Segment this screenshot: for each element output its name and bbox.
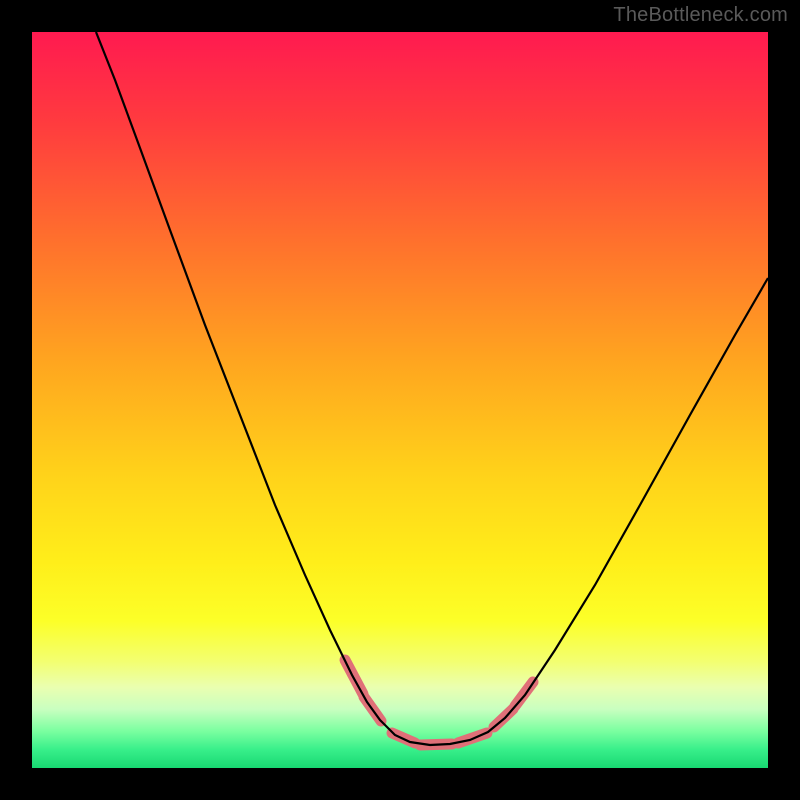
watermark-text: TheBottleneck.com (613, 4, 788, 27)
chart-gradient-background (32, 32, 768, 768)
bottleneck-chart (0, 0, 800, 800)
